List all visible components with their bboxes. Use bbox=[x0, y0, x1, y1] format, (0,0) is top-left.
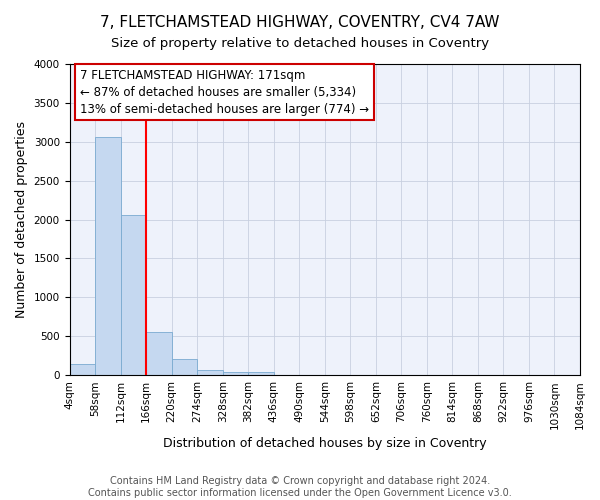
Bar bbox=[95, 137, 121, 375]
Text: 7 FLETCHAMSTEAD HIGHWAY: 171sqm
← 87% of detached houses are smaller (5,334)
13%: 7 FLETCHAMSTEAD HIGHWAY: 171sqm ← 87% of… bbox=[80, 68, 369, 116]
X-axis label: Distribution of detached houses by size in Coventry: Distribution of detached houses by size … bbox=[163, 437, 487, 450]
Bar bbox=[248, 372, 274, 375]
Text: Contains HM Land Registry data © Crown copyright and database right 2024.
Contai: Contains HM Land Registry data © Crown c… bbox=[88, 476, 512, 498]
Bar bbox=[146, 332, 172, 375]
Bar bbox=[121, 215, 146, 375]
Bar bbox=[70, 364, 95, 375]
Bar bbox=[223, 372, 248, 375]
Text: Size of property relative to detached houses in Coventry: Size of property relative to detached ho… bbox=[111, 38, 489, 51]
Y-axis label: Number of detached properties: Number of detached properties bbox=[15, 121, 28, 318]
Text: 7, FLETCHAMSTEAD HIGHWAY, COVENTRY, CV4 7AW: 7, FLETCHAMSTEAD HIGHWAY, COVENTRY, CV4 … bbox=[100, 15, 500, 30]
Bar bbox=[172, 359, 197, 375]
Bar bbox=[197, 370, 223, 375]
